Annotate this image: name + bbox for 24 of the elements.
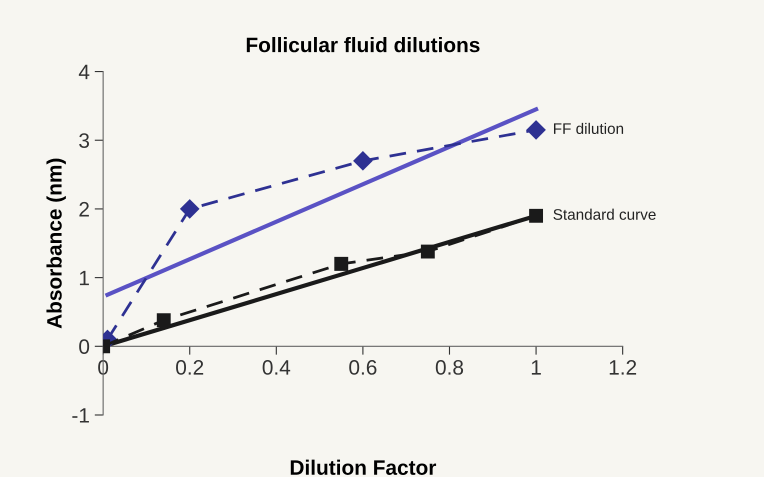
point: [353, 151, 372, 170]
x-axis-title: Dilution Factor: [290, 460, 436, 475]
chart-title: Follicular fluid dilutions: [246, 37, 480, 52]
x-tick-label: 1.2: [610, 360, 636, 375]
x-tick-label: 0.8: [436, 360, 464, 375]
point: [420, 244, 435, 258]
y-axis-title: Absorbance (nm): [46, 158, 66, 328]
x-tick-label: 0.4: [262, 360, 290, 375]
x-tick-label: 0.6: [349, 360, 376, 375]
y-tick-label: -1: [72, 408, 89, 423]
point: [156, 313, 171, 328]
point: [334, 256, 348, 271]
series-label: Standard curve: [553, 208, 656, 220]
y-tick-label: 1: [80, 270, 89, 286]
point: [529, 208, 544, 223]
x-tick-label: 1: [532, 360, 541, 375]
point: [526, 120, 546, 140]
y-tick-label: 2: [79, 202, 89, 216]
point: [180, 199, 200, 218]
series-label: FF dilution: [554, 122, 624, 134]
y-tick-label: 0: [79, 339, 90, 354]
y-tick-label: 3: [79, 133, 90, 148]
x-tick-label: 0.2: [176, 360, 204, 375]
y-tick-label: 4: [78, 64, 90, 80]
